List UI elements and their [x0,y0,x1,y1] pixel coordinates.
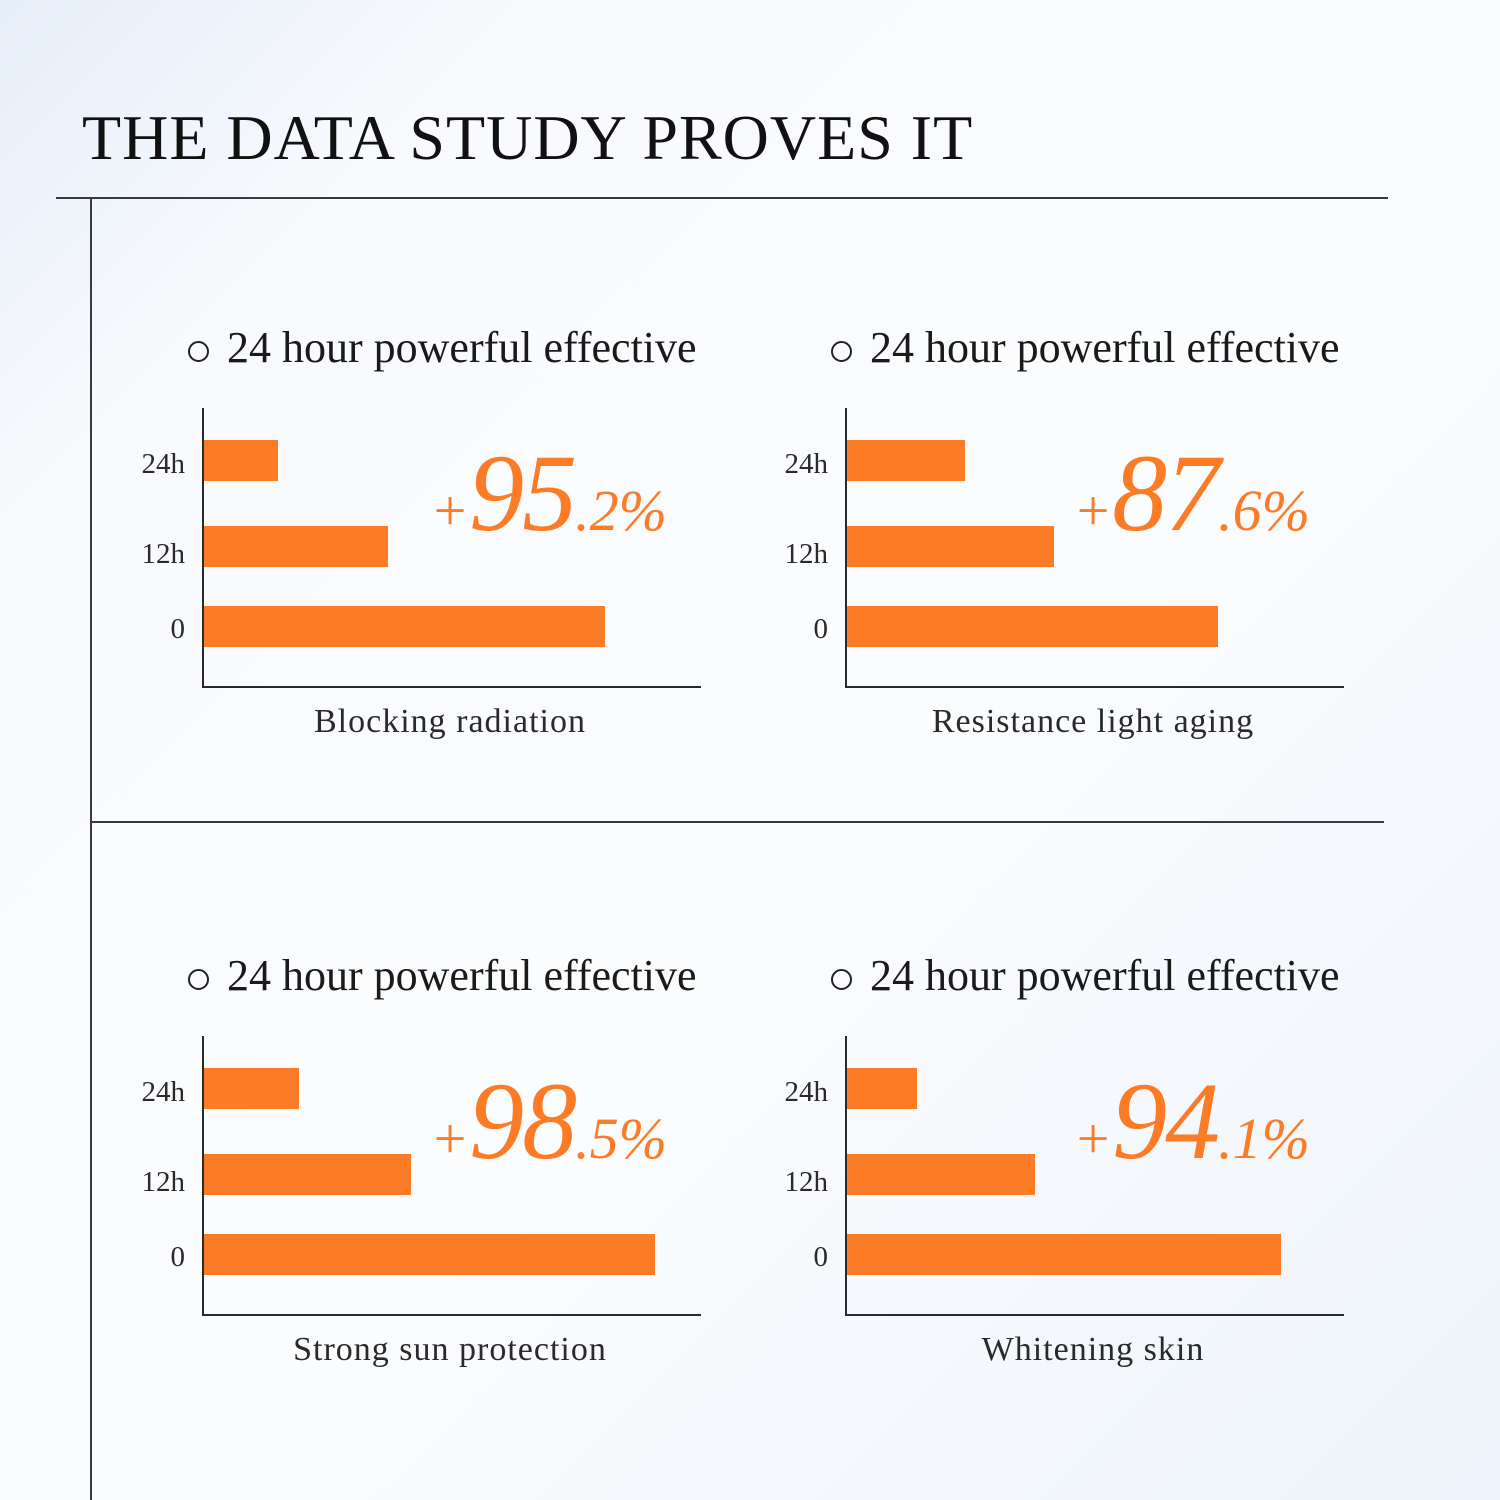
tick-label-12h: 12h [785,538,829,570]
circle-bullet-icon [188,969,209,990]
panel-heading: 24 hour powerful effective [831,946,1471,1006]
bar-24h [204,440,278,481]
chart-panel-blocking-radiation: 24 hour powerful effective 24h 12h 0 +95.2… [142,318,828,788]
panel-heading: 24 hour powerful effective [188,318,828,378]
bar-12h [847,1154,1035,1195]
tick-label-0: 0 [814,613,829,645]
highlight-integer: 95 [469,432,577,554]
tick-label-12h: 12h [785,1166,829,1198]
page-title: THE DATA STUDY PROVES IT [82,102,974,173]
chart-panel-strong-sun-protection: 24 hour powerful effective 24h 12h 0 +98.5… [142,946,828,1416]
bar-24h [847,440,965,481]
bar-24h [847,1068,917,1109]
bar-chart: 24h 12h 0 [785,1036,1344,1316]
highlight-sign: + [1073,478,1113,543]
chart-caption: Resistance light aging [931,703,1255,740]
tick-label-0: 0 [171,1241,186,1273]
panel-heading: 24 hour powerful effective [188,946,828,1006]
highlight-decimal: .5% [575,1106,667,1171]
tick-label-24h: 24h [785,448,829,480]
tick-label-24h: 24h [142,1076,186,1108]
top-divider [56,197,1388,199]
bar-24h [204,1068,299,1109]
tick-label-12h: 12h [142,1166,186,1198]
highlight-value: +94.1% [1073,1066,1310,1176]
highlight-decimal: .1% [1218,1106,1310,1171]
highlight-integer: 98 [469,1060,577,1182]
circle-bullet-icon [188,341,209,362]
bar-chart: 24h 12h 0 [785,408,1344,688]
highlight-sign: + [1073,1106,1113,1171]
bar-0 [847,1234,1281,1275]
highlight-sign: + [430,478,470,543]
chart-caption: Whitening skin [981,1331,1205,1368]
chart-caption: Blocking radiation [313,703,586,740]
highlight-decimal: .2% [575,478,667,543]
panel-heading-text: 24 hour powerful effective [227,951,697,1000]
panel-heading-text: 24 hour powerful effective [870,323,1340,372]
highlight-decimal: .6% [1218,478,1310,543]
highlight-value: +95.2% [430,438,667,548]
chart-caption: Strong sun protection [293,1331,607,1368]
highlight-value: +87.6% [1073,438,1310,548]
panel-heading-text: 24 hour powerful effective [227,323,697,372]
highlight-integer: 87 [1112,432,1220,554]
middle-divider [90,821,1384,823]
panel-heading-text: 24 hour powerful effective [870,951,1340,1000]
tick-label-12h: 12h [142,538,186,570]
bar-0 [204,606,605,647]
bar-0 [847,606,1218,647]
tick-label-0: 0 [171,613,186,645]
highlight-sign: + [430,1106,470,1171]
circle-bullet-icon [831,969,852,990]
tick-label-0: 0 [814,1241,829,1273]
left-divider [90,197,92,1500]
bar-12h [204,526,388,567]
tick-label-24h: 24h [785,1076,829,1108]
circle-bullet-icon [831,341,852,362]
panel-heading: 24 hour powerful effective [831,318,1471,378]
tick-label-24h: 24h [142,448,186,480]
chart-panel-resistance-light-aging: 24 hour powerful effective 24h 12h 0 +87.6… [785,318,1471,788]
highlight-integer: 94 [1112,1060,1220,1182]
chart-panel-whitening-skin: 24 hour powerful effective 24h 12h 0 +94.1… [785,946,1471,1416]
bar-12h [847,526,1054,567]
bar-12h [204,1154,411,1195]
highlight-value: +98.5% [430,1066,667,1176]
bar-chart: 24h 12h 0 [142,408,701,688]
bar-chart: 24h 12h 0 [142,1036,701,1316]
bar-0 [204,1234,655,1275]
